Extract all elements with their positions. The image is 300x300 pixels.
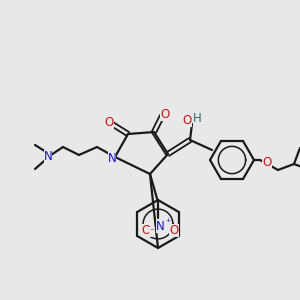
Text: O: O	[141, 224, 151, 236]
Text: O: O	[262, 157, 272, 169]
Text: O: O	[182, 113, 192, 127]
Text: H: H	[193, 112, 201, 124]
Text: O: O	[169, 224, 178, 236]
Text: ⁺: ⁺	[165, 218, 171, 228]
Text: O: O	[104, 116, 114, 128]
Text: N: N	[44, 149, 52, 163]
Text: ⁻: ⁻	[149, 227, 154, 237]
Text: O: O	[160, 107, 169, 121]
Text: N: N	[108, 152, 116, 164]
Text: N: N	[156, 220, 164, 232]
